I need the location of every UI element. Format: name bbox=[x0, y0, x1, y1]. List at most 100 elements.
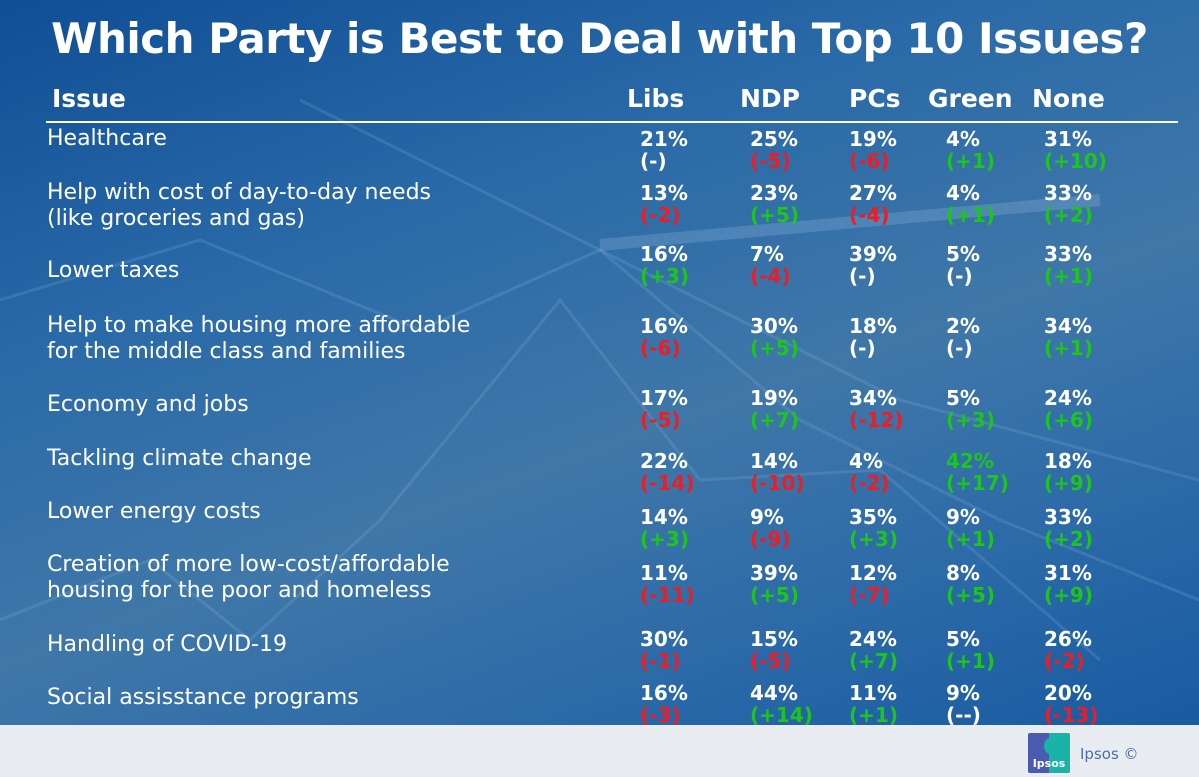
percent-value: 24% bbox=[1044, 386, 1092, 410]
cell-none: 24% (+6) bbox=[1044, 387, 1093, 431]
percent-value: 5% bbox=[946, 627, 980, 651]
cell-libs: 14% (+3) bbox=[640, 506, 689, 550]
cell-ndp: 19% (+7) bbox=[750, 387, 799, 431]
percent-value: 7% bbox=[750, 242, 784, 266]
cell-libs: 16% (-6) bbox=[640, 315, 688, 359]
issue-label-line: Tackling climate change bbox=[47, 446, 312, 471]
cell-green: 5% (+3) bbox=[946, 387, 995, 431]
percent-value: 14% bbox=[750, 449, 798, 473]
issue-label-line: Social assisstance programs bbox=[47, 685, 359, 710]
cell-libs: 22% (-14) bbox=[640, 450, 694, 494]
percent-value: 30% bbox=[640, 627, 688, 651]
percent-value: 14% bbox=[640, 505, 688, 529]
cell-ndp: 25% (-5) bbox=[750, 128, 798, 172]
change-value: (+1) bbox=[1044, 336, 1093, 360]
change-value: (+2) bbox=[1044, 527, 1093, 551]
percent-value: 26% bbox=[1044, 627, 1092, 651]
column-header-issue: Issue bbox=[52, 84, 126, 113]
change-value: (+5) bbox=[750, 203, 799, 227]
percent-value: 4% bbox=[946, 181, 980, 205]
change-value: (+3) bbox=[849, 527, 898, 551]
percent-value: 44% bbox=[750, 681, 798, 705]
percent-value: 39% bbox=[750, 561, 798, 585]
change-value: (+6) bbox=[1044, 408, 1093, 432]
cell-libs: 16% (+3) bbox=[640, 243, 689, 287]
change-value: (-13) bbox=[1044, 703, 1099, 727]
change-value: (-1) bbox=[640, 649, 681, 673]
change-value: (-2) bbox=[640, 203, 681, 227]
change-value: (-5) bbox=[750, 649, 791, 673]
percent-value: 9% bbox=[946, 505, 980, 529]
change-value: (+17) bbox=[946, 471, 1009, 495]
cell-none: 26% (-2) bbox=[1044, 628, 1092, 672]
change-value: (-) bbox=[946, 264, 973, 288]
percent-value: 4% bbox=[849, 449, 883, 473]
change-value: (+5) bbox=[750, 583, 799, 607]
percent-value: 35% bbox=[849, 505, 897, 529]
percent-value: 30% bbox=[750, 314, 798, 338]
cell-none: 31% (+10) bbox=[1044, 128, 1107, 172]
percent-value: 8% bbox=[946, 561, 980, 585]
percent-value: 21% bbox=[640, 127, 688, 151]
percent-value: 9% bbox=[750, 505, 784, 529]
column-header-pcs: PCs bbox=[849, 84, 901, 113]
change-value: (+1) bbox=[1044, 264, 1093, 288]
percent-value: 18% bbox=[849, 314, 897, 338]
change-value: (-10) bbox=[750, 471, 805, 495]
column-header-none: None bbox=[1032, 84, 1105, 113]
issue-label: Social assisstance programs bbox=[47, 685, 359, 711]
cell-green: 2% (-) bbox=[946, 315, 980, 359]
change-value: (-) bbox=[640, 149, 667, 173]
issue-label-line: for the middle class and families bbox=[47, 339, 406, 364]
change-value: (-14) bbox=[640, 471, 695, 495]
percent-value: 16% bbox=[640, 242, 688, 266]
cell-libs: 17% (-5) bbox=[640, 387, 688, 431]
percent-value: 31% bbox=[1044, 127, 1092, 151]
cell-none: 20% (-13) bbox=[1044, 682, 1098, 726]
issue-label: Handling of COVID-19 bbox=[47, 632, 287, 658]
change-value: (-5) bbox=[640, 408, 681, 432]
change-value: (-4) bbox=[849, 203, 890, 227]
cell-ndp: 15% (-5) bbox=[750, 628, 798, 672]
cell-none: 33% (+2) bbox=[1044, 182, 1093, 226]
column-header-green: Green bbox=[928, 84, 1013, 113]
change-value: (+1) bbox=[849, 703, 898, 727]
percent-value: 33% bbox=[1044, 505, 1092, 529]
change-value: (+1) bbox=[946, 203, 995, 227]
change-value: (+9) bbox=[1044, 583, 1093, 607]
ipsos-logo: Ipsos bbox=[1028, 733, 1070, 773]
change-value: (-3) bbox=[640, 703, 681, 727]
change-value: (-6) bbox=[640, 336, 681, 360]
cell-ndp: 23% (+5) bbox=[750, 182, 799, 226]
copyright-text: Ipsos © bbox=[1080, 745, 1139, 763]
change-value: (-6) bbox=[849, 149, 890, 173]
change-value: (+3) bbox=[946, 408, 995, 432]
percent-value: 5% bbox=[946, 242, 980, 266]
percent-value: 27% bbox=[849, 181, 897, 205]
percent-value: 13% bbox=[640, 181, 688, 205]
cell-none: 33% (+2) bbox=[1044, 506, 1093, 550]
percent-value: 34% bbox=[1044, 314, 1092, 338]
cell-ndp: 39% (+5) bbox=[750, 562, 799, 606]
issue-label-line: (like groceries and gas) bbox=[47, 206, 305, 231]
issue-label-line: Healthcare bbox=[47, 126, 167, 151]
change-value: (-4) bbox=[750, 264, 791, 288]
percent-value: 33% bbox=[1044, 181, 1092, 205]
percent-value: 4% bbox=[946, 127, 980, 151]
cell-none: 33% (+1) bbox=[1044, 243, 1093, 287]
change-value: (-) bbox=[849, 264, 876, 288]
percent-value: 34% bbox=[849, 386, 897, 410]
percent-value: 17% bbox=[640, 386, 688, 410]
percent-value: 23% bbox=[750, 181, 798, 205]
change-value: (+14) bbox=[750, 703, 813, 727]
percent-value: 16% bbox=[640, 681, 688, 705]
percent-value: 39% bbox=[849, 242, 897, 266]
change-value: (+9) bbox=[1044, 471, 1093, 495]
percent-value: 11% bbox=[640, 561, 688, 585]
percent-value: 9% bbox=[946, 681, 980, 705]
percent-value: 11% bbox=[849, 681, 897, 705]
percent-value: 16% bbox=[640, 314, 688, 338]
percent-value: 18% bbox=[1044, 449, 1092, 473]
change-value: (-) bbox=[849, 336, 876, 360]
cell-green: 5% (-) bbox=[946, 243, 980, 287]
